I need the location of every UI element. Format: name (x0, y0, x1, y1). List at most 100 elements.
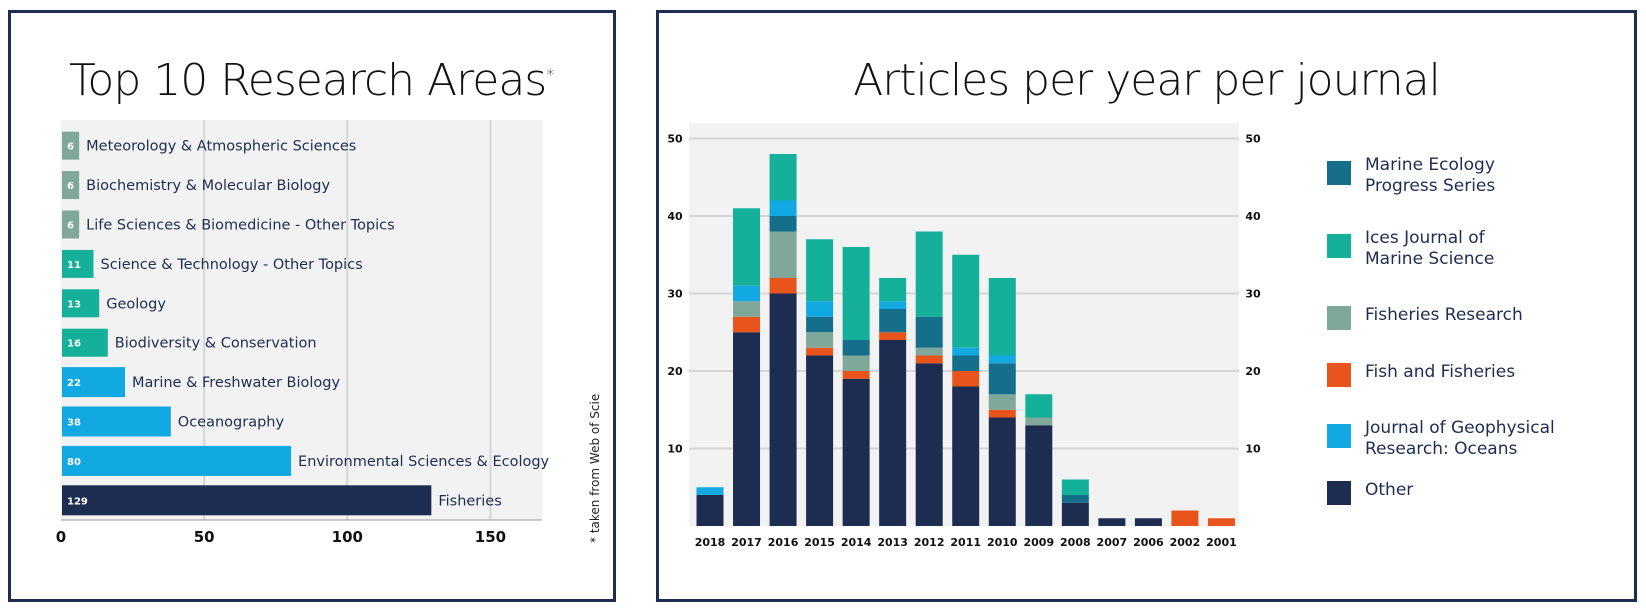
stacked-segment (733, 208, 761, 286)
stacked-segment (988, 278, 1016, 356)
articles-per-year-panel: Articles per year per journal 10 10 20 20 30… (656, 10, 1637, 602)
legend-label: Ices Journal of Marine Science (1365, 228, 1625, 270)
legend-swatch (1327, 481, 1351, 505)
stacked-segment (733, 332, 761, 526)
y-tick-label-left: 40 (667, 210, 683, 223)
y-tick-label-right: 30 (1245, 288, 1261, 301)
stacked-segment (952, 355, 980, 371)
x-tick-label: 2006 (1133, 536, 1164, 549)
stacked-segment (806, 347, 834, 356)
stacked-segment (769, 293, 797, 526)
stacked-segment (733, 316, 761, 333)
stacked-segment (915, 231, 943, 317)
stacked-segment (915, 355, 943, 364)
stacked-segment (988, 355, 1016, 364)
bar (62, 406, 171, 437)
stacked-segment (769, 278, 797, 294)
bar-value-label: 38 (67, 418, 81, 429)
legend-swatch (1327, 424, 1351, 448)
bar (62, 131, 80, 160)
stacked-segment (988, 417, 1016, 526)
stacked-segment (879, 332, 907, 340)
stacked-segment (915, 347, 943, 356)
stacked-segment (842, 340, 870, 356)
stacked-segment (1025, 394, 1053, 418)
stacked-segment (1171, 510, 1199, 526)
stacked-segment (1061, 495, 1089, 503)
bar-value-label: 80 (67, 457, 81, 468)
stacked-segment (769, 231, 797, 278)
bar-value-label: 6 (67, 142, 74, 153)
bar-value-label: 13 (67, 299, 81, 310)
stacked-segment (988, 363, 1016, 395)
category-label: Meteorology & Atmospheric Sciences (86, 139, 356, 155)
y-tick-label-left: 10 (667, 443, 683, 456)
stacked-segment (696, 495, 724, 526)
y-tick-label-right: 40 (1245, 210, 1261, 223)
research-areas-chart: 6 Meteorology & Atmospheric Sciences 6 Bioc… (56, 120, 550, 546)
stacked-segment (806, 239, 834, 302)
bar-value-label: 6 (67, 181, 74, 192)
x-tick-label: 2017 (731, 536, 762, 549)
research-areas-title-text: Top 10 Research Areas (69, 55, 547, 106)
x-tick-label: 2011 (950, 536, 981, 549)
category-label: Environmental Sciences & Ecology (298, 454, 550, 470)
stacked-segment (806, 355, 834, 526)
web-of-science-note: * taken from Web of Science (588, 393, 602, 543)
research-areas-title-mark: * (546, 65, 554, 84)
stacked-segment (842, 371, 870, 379)
x-tick-label: 2015 (804, 536, 835, 549)
legend-label-line: Progress Series (1365, 176, 1496, 196)
y-tick-label-right: 10 (1245, 443, 1261, 456)
bar (62, 171, 80, 200)
stacked-segment (879, 309, 907, 333)
legend-label-line: Fisheries Research (1365, 305, 1523, 325)
legend-label-line: Research: Oceans (1365, 439, 1518, 459)
x-tick-label: 2002 (1170, 536, 1201, 549)
category-label: Oceanography (178, 415, 285, 431)
y-tick-label-left: 50 (667, 133, 683, 146)
research-areas-panel: Top 10 Research Areas* 6 Meteorology & At… (8, 10, 616, 602)
x-tick-label: 0 (56, 528, 66, 546)
stacked-segment (842, 355, 870, 371)
x-tick-label: 2009 (1023, 536, 1054, 549)
y-tick-label-left: 30 (667, 288, 683, 301)
bar (62, 249, 94, 278)
legend-swatch (1327, 161, 1351, 185)
stacked-segment (879, 340, 907, 526)
stacked-segment (915, 316, 943, 348)
x-tick-label: 100 (332, 528, 363, 546)
bar-value-label: 16 (67, 339, 81, 350)
legend-swatch (1327, 306, 1351, 330)
stacked-segment (1025, 417, 1053, 426)
x-tick-label: 2007 (1097, 536, 1128, 549)
stacked-segment (806, 316, 834, 333)
stacked-segment (806, 332, 834, 348)
category-label: Science & Technology - Other Topics (100, 257, 362, 273)
stacked-segment (806, 301, 834, 317)
bar (62, 445, 292, 476)
legend-label: Journal of Geophysical Research: Oceans (1365, 418, 1625, 460)
stacked-segment (952, 386, 980, 526)
x-tick-label: 2018 (695, 536, 726, 549)
stacked-segment (915, 363, 943, 526)
bar (62, 210, 80, 239)
x-tick-label: 2001 (1206, 536, 1237, 549)
legend-label-line: Other (1365, 480, 1414, 500)
web-of-science-note-text: * taken from Web of Science (588, 393, 602, 543)
stacked-segment (988, 394, 1016, 410)
stacked-segment (769, 154, 797, 201)
stacked-segment (952, 254, 980, 348)
stacked-segment (696, 487, 724, 495)
stacked-segment (842, 378, 870, 526)
legend-label-line: Fish and Fisheries (1365, 362, 1516, 382)
articles-per-year-title: Articles per year per journal (853, 55, 1441, 106)
x-tick-label: 2014 (841, 536, 872, 549)
legend-label-line: Marine Ecology (1365, 155, 1495, 175)
legend-label: Marine Ecology Progress Series (1365, 155, 1625, 197)
legend-label-line: Ices Journal of (1365, 228, 1485, 248)
stacked-segment (1207, 518, 1235, 526)
legend-label-line: Marine Science (1365, 249, 1495, 269)
category-label: Life Sciences & Biomedicine - Other Topi… (86, 218, 395, 234)
legend-label: Fisheries Research (1365, 305, 1625, 326)
